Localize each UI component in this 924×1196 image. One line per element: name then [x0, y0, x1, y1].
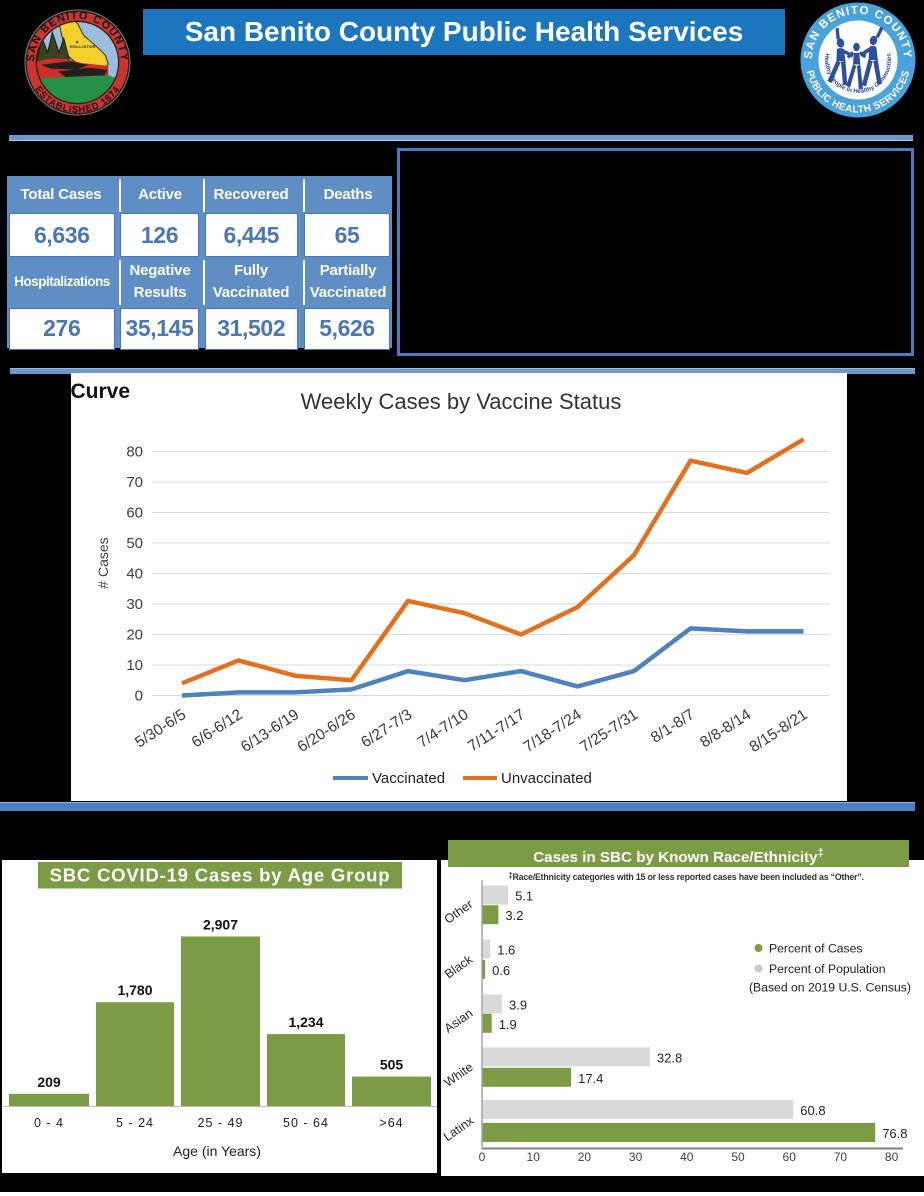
svg-text:>64: >64 — [379, 1116, 403, 1130]
svg-text:HOLLISTER: HOLLISTER — [70, 44, 96, 49]
svg-text:Asian: Asian — [442, 1006, 476, 1035]
svg-text:0: 0 — [135, 688, 143, 705]
svg-text:Weekly Cases by Vaccine Status: Weekly Cases by Vaccine Status — [301, 389, 622, 414]
svg-text:80: 80 — [885, 1150, 899, 1164]
svg-text:3.2: 3.2 — [505, 908, 523, 923]
svg-text:SBC COVID-19 Cases by Age Grou: SBC COVID-19 Cases by Age Group — [50, 865, 391, 886]
svg-text:Age (in Years): Age (in Years) — [173, 1143, 261, 1159]
svg-text:10: 10 — [126, 657, 143, 674]
svg-text:17.4: 17.4 — [578, 1071, 603, 1086]
svg-text:White: White — [441, 1060, 475, 1090]
svg-text:0 - 4: 0 - 4 — [34, 1116, 64, 1130]
svg-text:20: 20 — [126, 627, 143, 644]
svg-text:6/13-6/19: 6/13-6/19 — [238, 706, 302, 756]
svg-text:30: 30 — [126, 596, 143, 613]
svg-text:Percent of Cases: Percent of Cases — [769, 942, 862, 956]
svg-text:5.1: 5.1 — [515, 889, 533, 904]
svg-text:‡Race/Ethnicity categories wit: ‡Race/Ethnicity categories with 15 or le… — [508, 871, 863, 882]
svg-text:8/8-8/14: 8/8-8/14 — [697, 706, 754, 751]
svg-text:(Based on 2019 U.S. Census): (Based on 2019 U.S. Census) — [749, 981, 911, 995]
svg-text:50: 50 — [731, 1150, 745, 1164]
svg-text:8/15-8/21: 8/15-8/21 — [746, 706, 810, 756]
svg-text:6/27-7/3: 6/27-7/3 — [358, 706, 415, 751]
svg-text:60: 60 — [126, 505, 143, 522]
svg-text:Unvaccinated: Unvaccinated — [501, 770, 592, 787]
svg-text:6/6-6/12: 6/6-6/12 — [189, 706, 246, 751]
svg-text:50 - 64: 50 - 64 — [283, 1116, 329, 1130]
svg-text:76.8: 76.8 — [882, 1126, 907, 1141]
svg-text:80: 80 — [126, 444, 143, 461]
svg-text:5 - 24: 5 - 24 — [116, 1116, 154, 1130]
svg-text:Other: Other — [442, 897, 476, 926]
svg-text:0.6: 0.6 — [492, 963, 510, 978]
svg-text:7/25-7/31: 7/25-7/31 — [577, 706, 641, 756]
svg-text:5/30-6/5: 5/30-6/5 — [132, 706, 189, 751]
svg-text:▲: ▲ — [75, 40, 80, 45]
svg-text:8/1-8/7: 8/1-8/7 — [648, 706, 698, 747]
svg-text:40: 40 — [680, 1150, 694, 1164]
svg-text:Percent of Population: Percent of Population — [769, 962, 886, 976]
svg-text:70: 70 — [834, 1150, 848, 1164]
svg-text:1.6: 1.6 — [497, 942, 515, 957]
svg-text:7/4-7/10: 7/4-7/10 — [415, 706, 472, 751]
svg-text:1,234: 1,234 — [288, 1014, 323, 1030]
svg-text:70: 70 — [126, 474, 143, 491]
svg-text:Black: Black — [442, 952, 476, 981]
svg-text:7/18-7/24: 7/18-7/24 — [520, 706, 585, 756]
svg-text:505: 505 — [380, 1057, 404, 1073]
svg-text:1.9: 1.9 — [499, 1017, 517, 1032]
svg-text:Vaccinated: Vaccinated — [372, 770, 445, 787]
svg-text:32.8: 32.8 — [657, 1050, 682, 1065]
svg-text:7/11-7/17: 7/11-7/17 — [465, 706, 528, 755]
svg-text:6/20-6/26: 6/20-6/26 — [294, 706, 358, 756]
svg-text:60: 60 — [783, 1150, 797, 1164]
svg-text:10: 10 — [527, 1150, 541, 1164]
svg-text:Latinx: Latinx — [441, 1113, 477, 1144]
svg-text:0: 0 — [479, 1150, 486, 1164]
svg-text:1,780: 1,780 — [117, 982, 152, 998]
svg-text:# Cases: # Cases — [95, 537, 111, 588]
svg-text:60.8: 60.8 — [800, 1103, 825, 1118]
svg-text:20: 20 — [578, 1150, 592, 1164]
svg-text:50: 50 — [126, 535, 143, 552]
svg-text:25 - 49: 25 - 49 — [198, 1116, 244, 1130]
svg-text:2,907: 2,907 — [203, 917, 238, 933]
svg-text:209: 209 — [37, 1074, 61, 1090]
svg-text:40: 40 — [126, 566, 143, 583]
svg-text:30: 30 — [629, 1150, 643, 1164]
svg-text:3.9: 3.9 — [509, 997, 527, 1012]
